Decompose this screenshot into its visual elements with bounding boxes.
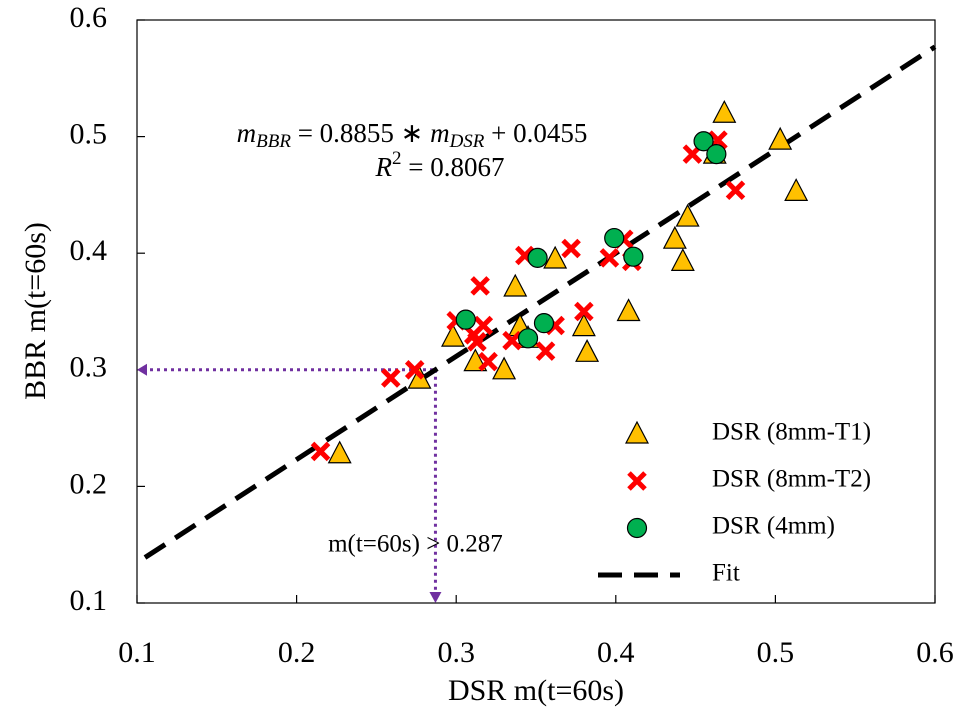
triangle-marker — [571, 313, 596, 337]
cross-marker — [380, 368, 401, 388]
y-tick-label: 0.1 — [70, 584, 108, 617]
triangle-marker — [327, 440, 352, 464]
circle-marker — [517, 328, 539, 349]
triangle-marker — [675, 203, 700, 227]
plot-frame — [136, 19, 936, 604]
equation-part: + 0.0455 — [484, 118, 587, 148]
equation-part: m — [237, 118, 257, 148]
cross-marker — [561, 238, 581, 259]
x-axis-label: DSR m(t=60s) — [448, 674, 624, 707]
y-tick-label: 0.6 — [70, 1, 108, 34]
cross-marker — [502, 330, 522, 351]
y-tick-label: 0.2 — [70, 467, 108, 500]
triangle-marker — [768, 126, 793, 150]
triangle-marker — [670, 248, 695, 271]
cross-marker — [599, 248, 620, 268]
cross-marker — [404, 360, 425, 380]
circle-marker — [527, 247, 548, 268]
triangle-marker — [712, 99, 737, 123]
legend-label: DSR (8mm-T2) — [712, 466, 871, 493]
cross-marker — [627, 471, 647, 491]
cross-marker — [310, 441, 331, 462]
y-axis-label: BBR m(t=60s) — [19, 222, 52, 400]
circle-marker — [455, 309, 476, 330]
guide-arrow — [429, 592, 442, 603]
guide-arrow — [137, 363, 147, 376]
circle-marker — [706, 143, 727, 165]
circle-marker — [533, 313, 555, 334]
triangle-marker — [616, 298, 641, 322]
circle-marker — [626, 517, 648, 539]
equation-part: = 0.8855 ∗ — [291, 118, 430, 148]
equation-part: m — [430, 118, 450, 148]
r-squared: R2 = 0.8067 — [375, 148, 505, 182]
triangle-marker — [662, 225, 687, 249]
equation-part: BBR — [256, 131, 291, 152]
triangle-marker — [543, 245, 568, 269]
cross-marker — [725, 180, 746, 201]
r-squared-part: 2 — [392, 148, 402, 169]
cross-marker — [535, 341, 556, 361]
cross-marker — [467, 332, 487, 352]
y-tick-label: 0.5 — [70, 117, 108, 150]
legend-label: Fit — [712, 560, 740, 587]
y-tick-label: 0.4 — [70, 234, 108, 267]
legend-label: DSR (4mm) — [712, 513, 835, 540]
x-tick-label: 0.4 — [597, 636, 635, 669]
cross-marker — [473, 315, 494, 336]
circle-marker — [604, 227, 625, 249]
cross-marker — [478, 351, 498, 372]
guide-label: m(t=60s) > 0.287 — [328, 531, 503, 558]
legend-label: DSR (8mm-T1) — [712, 419, 871, 446]
r-squared-part: R — [375, 152, 393, 182]
equation-part: DSR — [449, 131, 485, 152]
x-tick-label: 0.1 — [118, 636, 156, 669]
triangle-marker — [492, 356, 517, 380]
triangle-marker — [503, 273, 528, 297]
triangle-marker — [625, 420, 649, 444]
triangle-marker — [441, 323, 465, 347]
x-tick-label: 0.2 — [278, 636, 316, 669]
triangle-marker — [575, 339, 600, 362]
r-squared-part: = 0.8067 — [402, 152, 505, 182]
fit-line — [143, 44, 937, 560]
triangle-marker — [784, 178, 809, 202]
x-tick-label: 0.6 — [916, 636, 954, 669]
circle-marker — [693, 131, 714, 152]
y-tick-label: 0.3 — [70, 351, 108, 384]
x-tick-label: 0.5 — [757, 636, 795, 669]
cross-marker — [574, 301, 594, 322]
cross-marker — [470, 276, 490, 296]
equation: mBBR = 0.8855 ∗ mDSR + 0.0455 — [237, 118, 588, 152]
x-tick-label: 0.3 — [437, 636, 475, 669]
circle-marker — [623, 246, 644, 267]
